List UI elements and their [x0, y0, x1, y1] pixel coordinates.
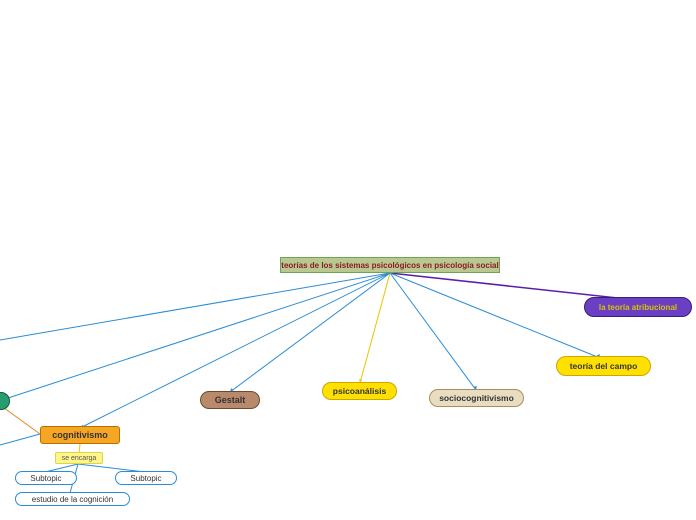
node-cognitivismo[interactable]: cognitivismo	[40, 426, 120, 444]
node-atribucional[interactable]: la teoría atribucional	[584, 297, 692, 317]
node-subtopic-2[interactable]: Subtopic	[115, 471, 177, 485]
root-label: teorías de los sistemas psicológicos en …	[281, 261, 498, 270]
node-psicoanalisis[interactable]: psicoanálisis	[322, 382, 397, 400]
node-campo-label: teoría del campo	[570, 361, 638, 371]
node-psico-label: psicoanálisis	[333, 386, 386, 396]
node-edge-cut[interactable]	[0, 392, 10, 410]
label-se-encarga: se encarga	[55, 452, 103, 464]
node-subtopic-1[interactable]: Subtopic	[15, 471, 77, 485]
node-atribucional-label: la teoría atribucional	[599, 303, 677, 312]
label-se-encarga-text: se encarga	[62, 455, 97, 462]
node-gestalt-label: Gestalt	[215, 395, 246, 405]
node-estudio-label: estudio de la cognición	[32, 495, 113, 504]
node-subtopic-1-label: Subtopic	[30, 474, 61, 483]
node-campo[interactable]: teoría del campo	[556, 356, 651, 376]
root-node[interactable]: teorías de los sistemas psicológicos en …	[280, 257, 500, 273]
node-sociocog-label: sociocognitivismo	[439, 393, 514, 403]
node-cognitivismo-label: cognitivismo	[52, 430, 108, 440]
node-gestalt[interactable]: Gestalt	[200, 391, 260, 409]
node-estudio-cognicion[interactable]: estudio de la cognición	[15, 492, 130, 506]
node-sociocognitivismo[interactable]: sociocognitivismo	[429, 389, 524, 407]
node-subtopic-2-label: Subtopic	[130, 474, 161, 483]
